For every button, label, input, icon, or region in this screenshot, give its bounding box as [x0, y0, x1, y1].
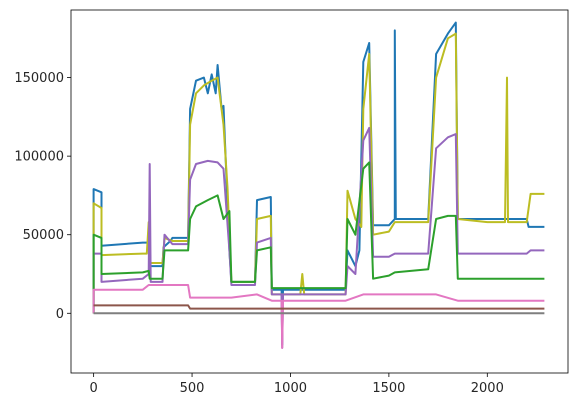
plot-frame — [70, 9, 569, 374]
series-layer — [92, 21, 545, 349]
x-tick-label: 1000 — [274, 381, 307, 396]
series-line-3 — [92, 161, 545, 314]
y-tick-label: 150000 — [14, 71, 64, 86]
x-tick-label: 1500 — [372, 381, 405, 396]
y-tick-label: 100000 — [14, 150, 64, 165]
x-axis: 0 500 1000 1500 2000 — [89, 373, 504, 396]
series-line-4 — [92, 284, 545, 349]
plot-background — [71, 10, 568, 373]
y-tick-label: 0 — [56, 307, 64, 322]
x-tick-label: 500 — [180, 381, 205, 396]
y-tick-label: 50000 — [23, 228, 64, 243]
x-tick-label: 2000 — [471, 381, 504, 396]
series-line-6 — [93, 304, 545, 310]
y-axis: 0 50000 100000 150000 — [14, 71, 71, 322]
x-tick-label: 0 — [89, 381, 97, 396]
series-line-2 — [92, 126, 545, 349]
